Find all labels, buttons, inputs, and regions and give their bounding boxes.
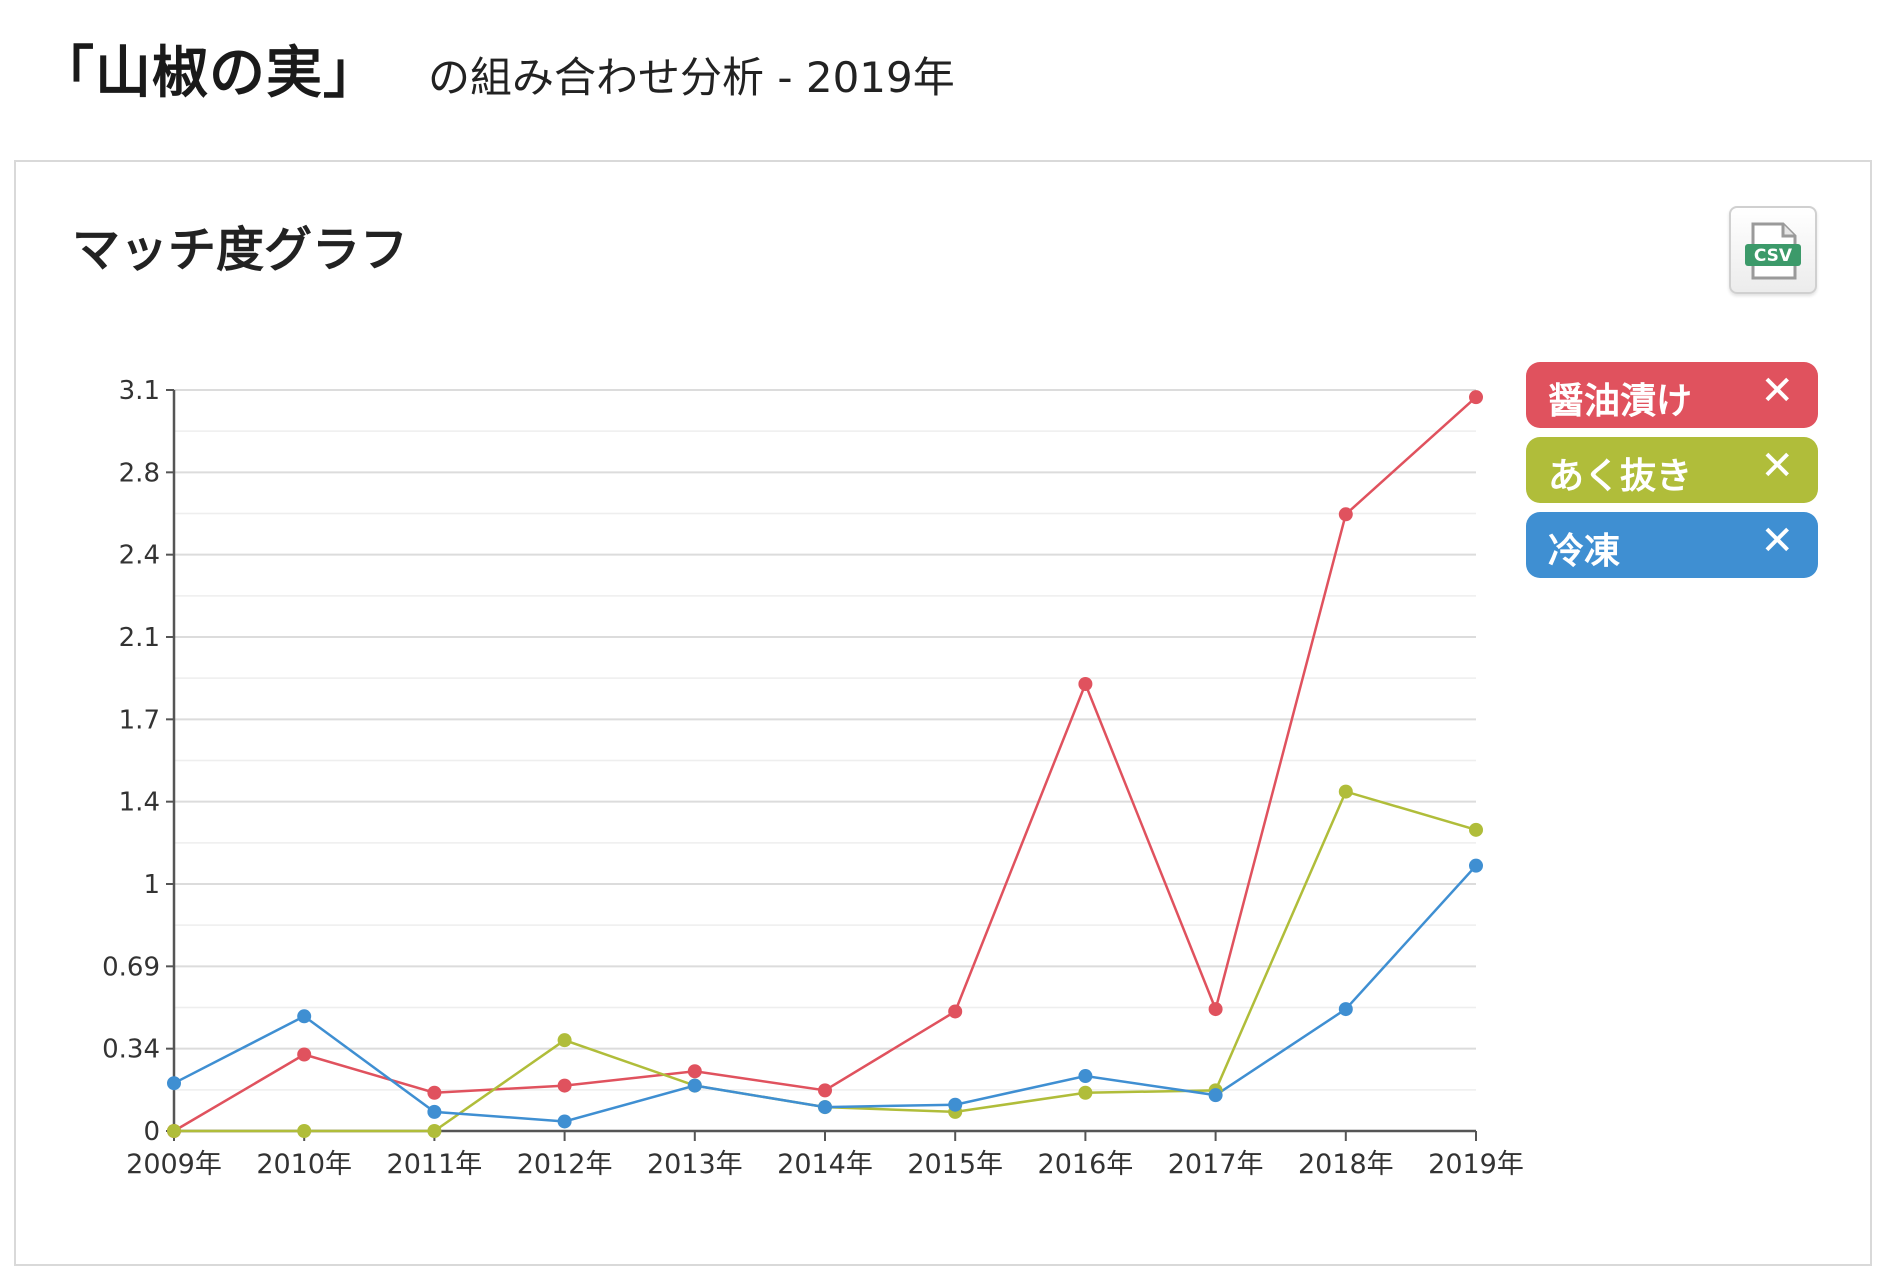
data-point-series-2[interactable] [167, 1076, 181, 1091]
close-icon[interactable]: ✕ [1760, 368, 1794, 414]
data-point-series-1[interactable] [1338, 784, 1353, 799]
data-point-series-2[interactable] [1078, 1069, 1093, 1084]
legend-label: あく抜き [1548, 456, 1693, 497]
legend-item-0[interactable]: 醤油漬け ✕ [1526, 362, 1818, 428]
data-point-series-2[interactable] [687, 1078, 702, 1093]
y-tick-label: 1.4 [119, 788, 160, 818]
data-point-series-0[interactable] [1338, 507, 1353, 522]
data-point-series-2[interactable] [818, 1100, 832, 1115]
data-point-series-0[interactable] [1078, 677, 1093, 692]
csv-download-button[interactable]: CSV [1729, 206, 1817, 294]
x-tick-label: 2016年 [1038, 1149, 1134, 1180]
data-point-series-2[interactable] [1208, 1088, 1223, 1103]
data-point-series-1[interactable] [557, 1033, 572, 1048]
page-title: 「山椒の実」 [38, 41, 380, 106]
y-tick-label: 0.34 [102, 1035, 160, 1065]
data-point-series-2[interactable] [1338, 1002, 1353, 1017]
chart-panel-title: マッチ度グラフ [72, 222, 409, 278]
data-point-series-0[interactable] [297, 1047, 312, 1062]
data-point-series-1[interactable] [1078, 1085, 1093, 1100]
data-point-series-0[interactable] [557, 1078, 572, 1093]
chart-gridlines [174, 389, 1476, 1091]
data-point-series-0[interactable] [687, 1064, 702, 1079]
data-point-series-2[interactable] [1469, 858, 1483, 873]
chart-series [167, 390, 1483, 1138]
x-tick-label: 2012年 [517, 1149, 613, 1180]
chart-legend: 醤油漬け ✕ あく抜き ✕ 冷凍 ✕ [1526, 362, 1818, 587]
data-point-series-2[interactable] [297, 1009, 312, 1024]
close-icon[interactable]: ✕ [1760, 518, 1794, 564]
x-tick-label: 2013年 [647, 1149, 743, 1180]
csv-file-icon: CSV [1745, 222, 1801, 280]
y-tick-label: 1 [143, 870, 160, 900]
y-tick-label: 2.8 [119, 458, 160, 488]
x-tick-label: 2010年 [256, 1149, 352, 1180]
close-icon[interactable]: ✕ [1760, 443, 1794, 489]
x-tick-label: 2018年 [1298, 1149, 1394, 1180]
x-tick-label: 2014年 [777, 1149, 873, 1180]
chart-panel: マッチ度グラフ CSV [14, 160, 1872, 1266]
y-tick-label: 2.1 [119, 623, 160, 653]
x-tick-label: 2015年 [907, 1149, 1003, 1180]
data-point-series-0[interactable] [948, 1004, 963, 1019]
legend-label: 醤油漬け [1548, 381, 1693, 422]
series-line-0 [173, 396, 1477, 1133]
data-point-series-1[interactable] [167, 1124, 181, 1138]
y-tick-label: 1.7 [119, 705, 160, 735]
data-point-series-1[interactable] [297, 1124, 312, 1138]
y-tick-label: 3.1 [119, 376, 160, 406]
page-subtitle: の組み合わせ分析 - 2019年 [428, 53, 955, 102]
chart-axes: 0 0.34 0.69 1 1.4 1.7 2.1 2.4 2.8 3.1 2009年 2010年 20… [102, 376, 1524, 1180]
x-tick-label: 2009年 [126, 1149, 222, 1180]
data-point-series-2[interactable] [557, 1114, 572, 1129]
series-line-2 [173, 864, 1477, 1123]
legend-item-1[interactable]: あく抜き ✕ [1526, 437, 1818, 503]
data-point-series-0[interactable] [1208, 1002, 1223, 1017]
data-point-series-0[interactable] [427, 1085, 442, 1100]
y-tick-label: 0 [143, 1117, 160, 1147]
legend-label: 冷凍 [1548, 531, 1621, 572]
x-tick-label: 2017年 [1168, 1149, 1264, 1180]
data-point-series-2[interactable] [427, 1104, 442, 1119]
csv-icon-label: CSV [1754, 246, 1793, 266]
data-point-series-1[interactable] [427, 1124, 442, 1138]
page-header: 「山椒の実」 の組み合わせ分析 - 2019年 [38, 28, 955, 108]
data-point-series-2[interactable] [948, 1097, 963, 1112]
x-tick-label: 2011年 [387, 1149, 483, 1180]
y-tick-label: 0.69 [102, 952, 160, 982]
data-point-series-1[interactable] [1469, 822, 1483, 837]
y-tick-label: 2.4 [119, 541, 160, 571]
x-tick-label: 2019年 [1428, 1149, 1524, 1180]
data-point-series-0[interactable] [818, 1083, 832, 1098]
data-point-series-0[interactable] [1469, 390, 1483, 405]
legend-item-2[interactable]: 冷凍 ✕ [1526, 512, 1818, 578]
